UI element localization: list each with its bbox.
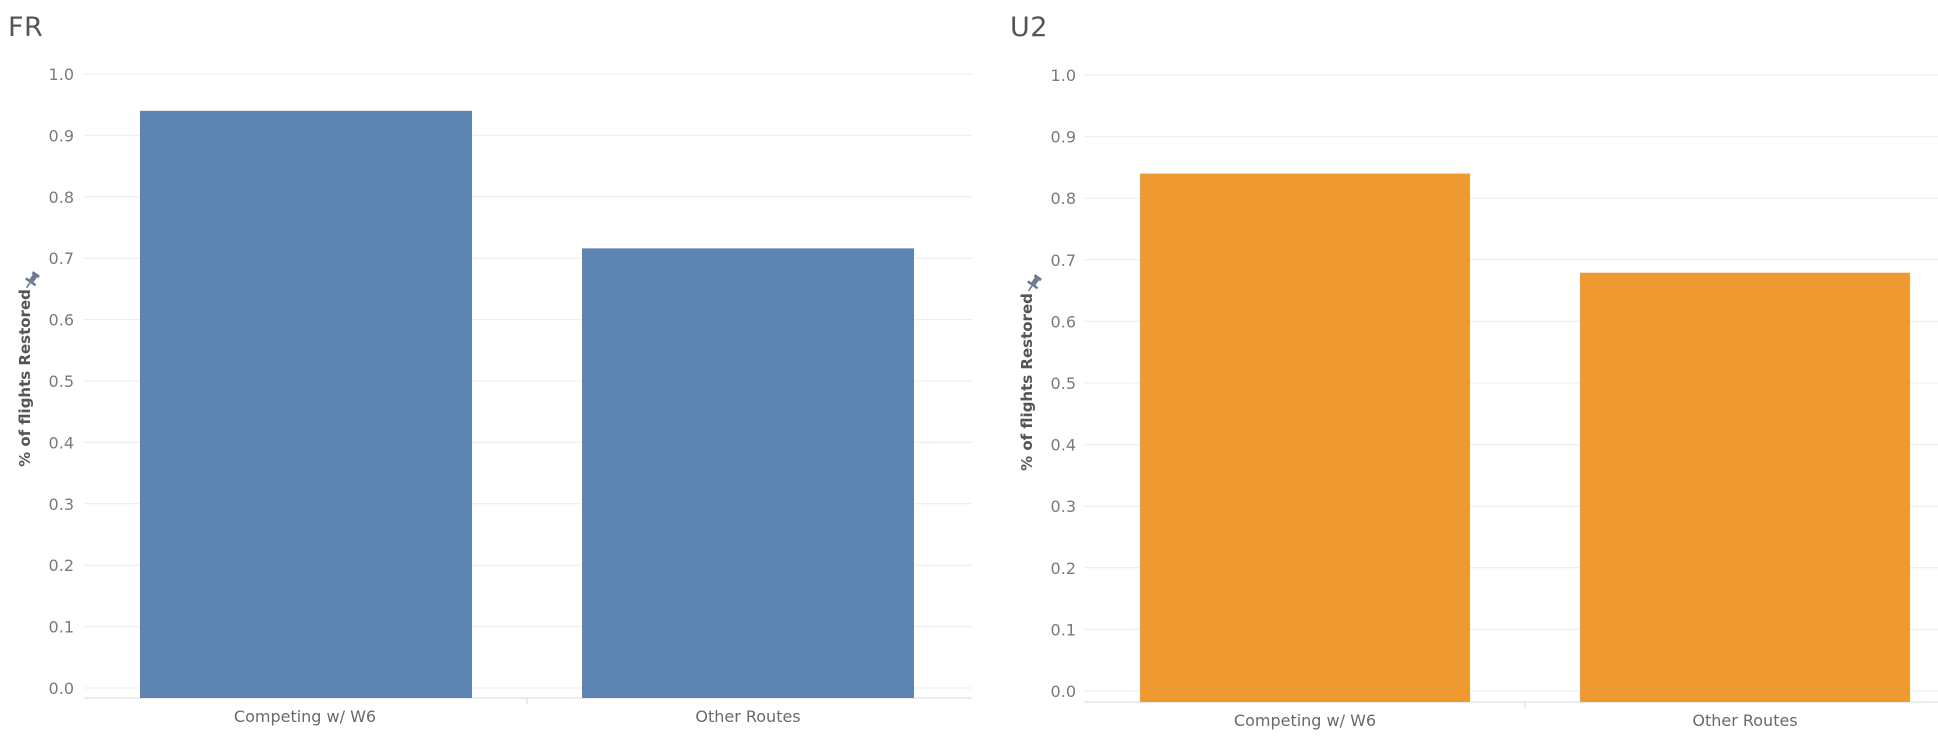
bar[interactable] <box>582 248 914 698</box>
y-tick-label: 0.3 <box>49 495 74 514</box>
y-tick-label: 0.7 <box>49 249 74 268</box>
y-tick-label: 0.2 <box>1051 559 1076 578</box>
y-tick-label: 0.6 <box>49 311 74 330</box>
y-tick-label: 1.0 <box>1051 66 1076 85</box>
y-tick-label: 0.4 <box>1051 436 1076 455</box>
pin-icon[interactable] <box>1024 273 1044 294</box>
y-tick-label: 1.0 <box>49 65 74 84</box>
y-tick-label: 0.9 <box>1051 128 1076 147</box>
y-axis-title: % of flights Restored <box>1018 293 1036 471</box>
y-tick-label: 0.1 <box>49 618 74 637</box>
bar[interactable] <box>1140 173 1470 702</box>
chart-title: U2 <box>1010 12 1048 43</box>
y-tick-label: 0.3 <box>1051 497 1076 516</box>
y-tick-label: 0.5 <box>49 372 74 391</box>
y-tick-label: 0.5 <box>1051 374 1076 393</box>
bar-chart-fr: 0.0 0.1 0.2 0.3 0.4 0.5 0.6 0.7 0.8 0.9 1.0 Competi… <box>16 65 972 726</box>
y-axis-title: % of flights Restored <box>16 289 34 467</box>
x-category-label: Other Routes <box>695 707 800 726</box>
bar[interactable] <box>140 110 472 699</box>
bar-chart-u2: 0.0 0.1 0.2 0.3 0.4 0.5 0.6 0.7 0.8 0.9 1.0 Competi… <box>1018 66 1938 730</box>
pin-icon[interactable] <box>22 270 42 291</box>
y-tick-label: 0.0 <box>1051 682 1076 701</box>
y-tick-label: 0.1 <box>1051 620 1076 639</box>
y-tick-label: 0.6 <box>1051 312 1076 331</box>
y-tick-label: 0.0 <box>49 679 74 698</box>
x-category-label: Competing w/ W6 <box>234 707 376 726</box>
x-category-label: Competing w/ W6 <box>1234 711 1376 730</box>
x-category-label: Other Routes <box>1692 711 1797 730</box>
chart-panel-u2: U2 0.0 0.1 0.2 0.3 0.4 0.5 0.6 0.7 0.8 0.9 1.0 Comp… <box>1002 0 1938 744</box>
bar[interactable] <box>1580 272 1910 702</box>
chart-panel-fr: FR 0.0 0.1 0.2 0.3 0.4 0.5 0.6 0.7 0.8 0.9 1.0 Comp… <box>8 12 972 726</box>
y-tick-label: 0.8 <box>49 188 74 207</box>
y-tick-label: 0.7 <box>1051 251 1076 270</box>
y-tick-label: 0.4 <box>49 433 74 452</box>
y-tick-label: 0.8 <box>1051 189 1076 208</box>
y-tick-label: 0.2 <box>49 556 74 575</box>
y-tick-label: 0.9 <box>49 126 74 145</box>
chart-title: FR <box>8 12 44 43</box>
